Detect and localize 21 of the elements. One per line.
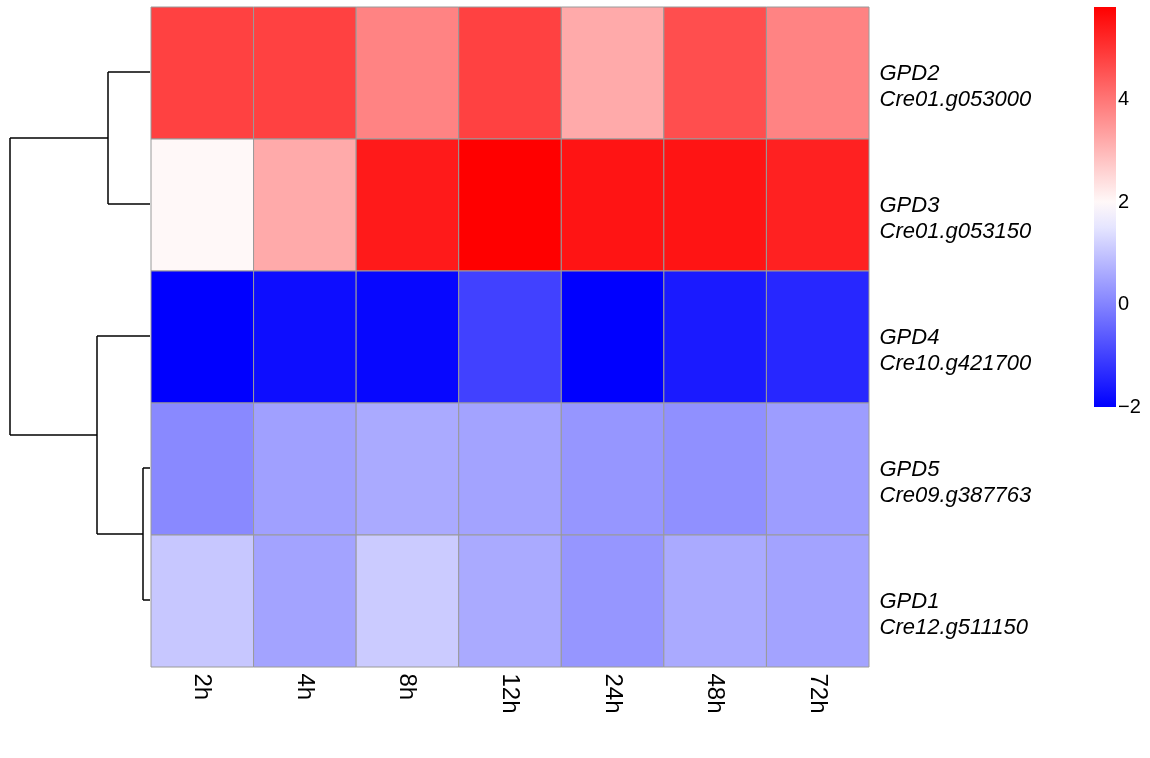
x-tick-label: 2h xyxy=(190,673,218,701)
color-bar-label: 0 xyxy=(1118,292,1130,315)
x-tick-label: 48h xyxy=(703,673,731,714)
color-bar-label: 4 xyxy=(1118,87,1130,110)
x-tick-label: 72h xyxy=(805,673,833,714)
color-bar-label: 2 xyxy=(1118,189,1130,212)
y-tick-label: GPD1 xyxy=(879,588,940,613)
y2-tick-label: Cre12.g511150 xyxy=(879,614,1029,639)
y-tick-label: GPD2 xyxy=(879,60,940,85)
y2-tick-label: Cre01.g053150 xyxy=(879,218,1032,243)
y-tick-label: GPD5 xyxy=(879,456,941,481)
y2-tick-label: Cre09.g387763 xyxy=(879,482,1032,507)
x-tick-label: 12h xyxy=(498,673,525,714)
x-tick-label: 4h xyxy=(292,673,320,701)
x-tick-label: 8h xyxy=(395,673,423,701)
y2-tick-label: Cre01.g053000 xyxy=(879,86,1032,111)
y-tick-label: GPD4 xyxy=(879,324,940,349)
color-bar-label: −2 xyxy=(1118,395,1141,417)
x-tick-label: 24h xyxy=(600,673,628,714)
y-tick-label: GPD3 xyxy=(879,192,941,217)
y2-tick-label: Cre10.g421700 xyxy=(879,350,1032,375)
